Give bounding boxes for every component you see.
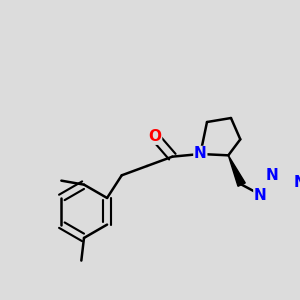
Text: N: N [254,188,267,203]
Text: O: O [148,129,161,144]
Text: N: N [194,146,207,161]
Polygon shape [228,155,245,186]
Text: N: N [294,175,300,190]
Text: N: N [266,168,279,183]
